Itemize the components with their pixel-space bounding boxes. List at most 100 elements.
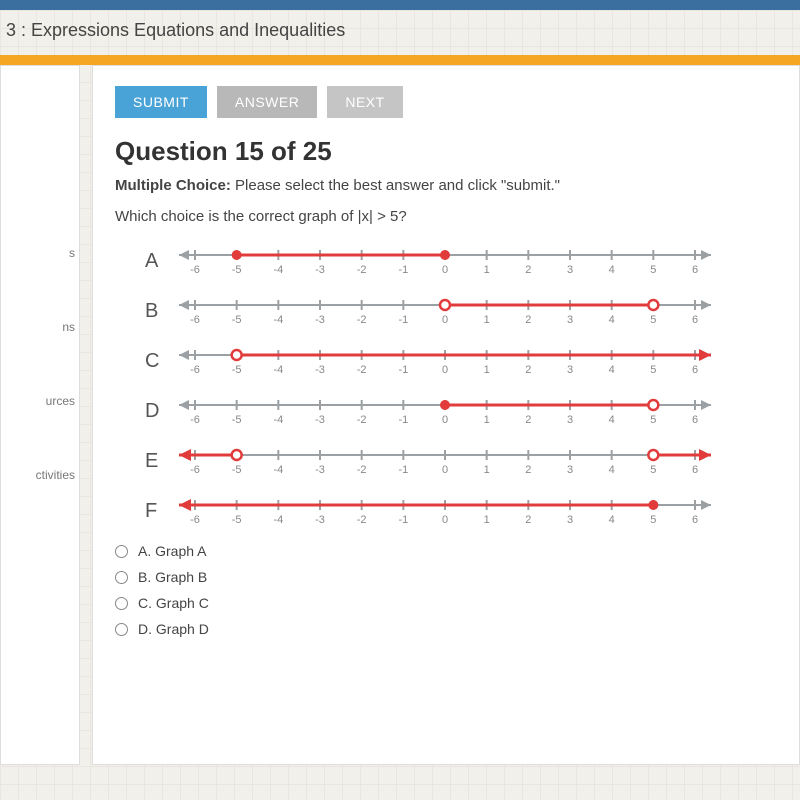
question-prompt: Which choice is the correct graph of |x|… <box>115 208 777 225</box>
svg-text:3: 3 <box>567 364 573 376</box>
next-button[interactable]: NEXT <box>327 86 402 118</box>
svg-text:-3: -3 <box>315 514 325 526</box>
svg-text:0: 0 <box>442 364 448 376</box>
svg-text:-4: -4 <box>273 414 283 426</box>
svg-text:-1: -1 <box>398 414 408 426</box>
question-panel: SUBMIT ANSWER NEXT Question 15 of 25 Mul… <box>92 65 800 765</box>
svg-text:2: 2 <box>525 364 531 376</box>
svg-text:-3: -3 <box>315 414 325 426</box>
submit-button[interactable]: SUBMIT <box>115 86 207 118</box>
svg-text:-2: -2 <box>357 414 367 426</box>
svg-text:-1: -1 <box>398 264 408 276</box>
svg-text:-4: -4 <box>273 514 283 526</box>
svg-text:3: 3 <box>567 464 573 476</box>
svg-text:-1: -1 <box>398 464 408 476</box>
svg-text:5: 5 <box>650 264 656 276</box>
graph-letter: C <box>145 350 175 373</box>
choice-option[interactable]: D. Graph D <box>115 621 777 637</box>
svg-text:-4: -4 <box>273 264 283 276</box>
svg-text:-6: -6 <box>190 414 200 426</box>
choice-option[interactable]: A. Graph A <box>115 543 777 559</box>
svg-text:5: 5 <box>650 314 656 326</box>
svg-text:6: 6 <box>692 514 698 526</box>
instruction-text: Please select the best answer and click … <box>231 177 560 194</box>
choice-option[interactable]: B. Graph B <box>115 569 777 585</box>
sidebar-item[interactable]: s <box>69 246 75 260</box>
topic-title: 3 : Expressions Equations and Inequaliti… <box>0 10 800 51</box>
svg-text:4: 4 <box>609 414 615 426</box>
svg-text:6: 6 <box>692 314 698 326</box>
svg-text:-4: -4 <box>273 314 283 326</box>
svg-text:-5: -5 <box>232 464 242 476</box>
number-line-graphs: A -6 -5 -4 -3 -2 -1 0 1 2 3 4 5 6 B -6 -5 -4 -3 -2 -1 0 1 2 3 4 5 6… <box>145 243 777 529</box>
graph-letter: B <box>145 300 175 323</box>
svg-text:6: 6 <box>692 264 698 276</box>
graph-letter: E <box>145 450 175 473</box>
svg-text:-1: -1 <box>398 314 408 326</box>
svg-text:-2: -2 <box>357 464 367 476</box>
svg-text:-3: -3 <box>315 314 325 326</box>
svg-text:0: 0 <box>442 414 448 426</box>
number-line-row: D-6-5-4-3-2-10123456 <box>145 393 777 429</box>
number-line-row: C-6-5-4-3-2-10123456 <box>145 343 777 379</box>
svg-text:-4: -4 <box>273 364 283 376</box>
svg-text:1: 1 <box>484 364 490 376</box>
svg-text:-3: -3 <box>315 264 325 276</box>
graph-letter: F <box>145 500 175 523</box>
graph-letter: D <box>145 400 175 423</box>
number-line-row: A-6-5-4-3-2-10123456 <box>145 243 777 279</box>
svg-text:4: 4 <box>609 264 615 276</box>
svg-text:5: 5 <box>650 414 656 426</box>
svg-text:-5: -5 <box>232 414 242 426</box>
sidebar: s ns urces ctivities <box>0 65 80 765</box>
svg-text:6: 6 <box>692 464 698 476</box>
svg-text:5: 5 <box>650 514 656 526</box>
svg-text:2: 2 <box>525 464 531 476</box>
svg-text:5: 5 <box>650 364 656 376</box>
answer-choices: A. Graph A B. Graph B C. Graph C D. Graph D <box>115 543 777 637</box>
svg-text:4: 4 <box>609 514 615 526</box>
svg-text:-6: -6 <box>190 514 200 526</box>
graph-letter: A <box>145 250 175 273</box>
instruction-bold: Multiple Choice: <box>115 177 231 194</box>
answer-button[interactable]: ANSWER <box>217 86 317 118</box>
svg-text:-3: -3 <box>315 464 325 476</box>
svg-text:1: 1 <box>484 314 490 326</box>
svg-text:-5: -5 <box>232 314 242 326</box>
question-number: Question 15 of 25 <box>115 136 777 167</box>
svg-text:1: 1 <box>484 464 490 476</box>
svg-text:2: 2 <box>525 414 531 426</box>
svg-text:2: 2 <box>525 314 531 326</box>
accent-strip <box>0 55 800 65</box>
svg-text:0: 0 <box>442 264 448 276</box>
svg-text:-4: -4 <box>273 464 283 476</box>
svg-text:-2: -2 <box>357 364 367 376</box>
svg-text:4: 4 <box>609 464 615 476</box>
svg-text:2: 2 <box>525 514 531 526</box>
svg-text:0: 0 <box>442 514 448 526</box>
svg-text:1: 1 <box>484 264 490 276</box>
sidebar-item[interactable]: urces <box>46 394 75 408</box>
svg-text:6: 6 <box>692 364 698 376</box>
svg-text:3: 3 <box>567 414 573 426</box>
svg-text:-2: -2 <box>357 514 367 526</box>
choice-option[interactable]: C. Graph C <box>115 595 777 611</box>
radio-icon[interactable] <box>115 597 128 610</box>
sidebar-item[interactable]: ns <box>62 320 75 334</box>
svg-text:-5: -5 <box>232 514 242 526</box>
svg-text:-1: -1 <box>398 364 408 376</box>
radio-icon[interactable] <box>115 545 128 558</box>
radio-icon[interactable] <box>115 623 128 636</box>
svg-text:4: 4 <box>609 314 615 326</box>
choice-label: A. Graph A <box>138 543 206 559</box>
button-row: SUBMIT ANSWER NEXT <box>115 86 777 118</box>
choice-label: C. Graph C <box>138 595 209 611</box>
svg-text:-6: -6 <box>190 464 200 476</box>
sidebar-item[interactable]: ctivities <box>36 468 75 482</box>
choice-label: B. Graph B <box>138 569 207 585</box>
number-line-row: E-6-5-4-3-2-10123456 <box>145 443 777 479</box>
svg-text:-3: -3 <box>315 364 325 376</box>
svg-text:6: 6 <box>692 414 698 426</box>
svg-text:2: 2 <box>525 264 531 276</box>
radio-icon[interactable] <box>115 571 128 584</box>
